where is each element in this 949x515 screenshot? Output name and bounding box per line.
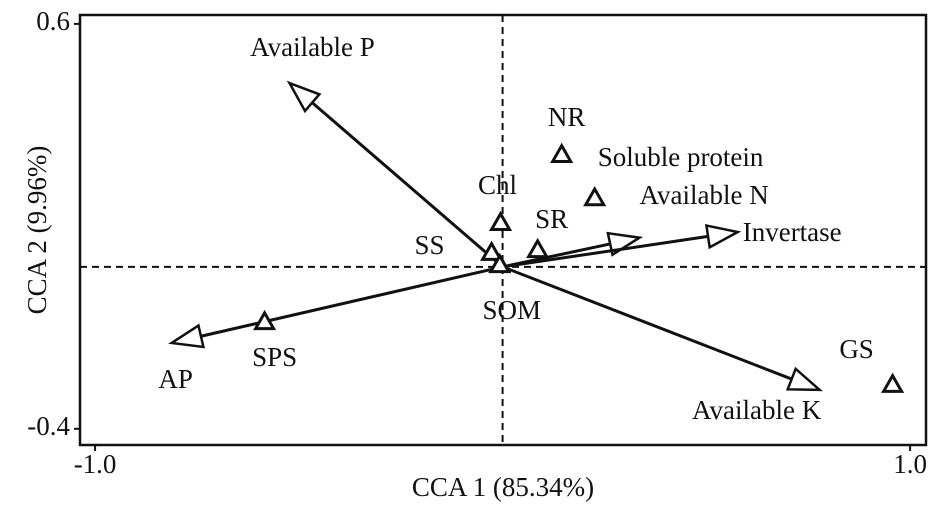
point <box>880 372 905 393</box>
arrow-shaft <box>502 234 709 269</box>
point-label: Chl <box>478 170 517 200</box>
arrow-head <box>168 323 206 349</box>
arrow-shaft <box>502 265 793 381</box>
x-axis-label: CCA 1 (85.34%) <box>412 472 594 502</box>
y-axis-label: CCA 2 (9.96%) <box>22 146 52 315</box>
y-tick-label: 0.6 <box>36 6 70 36</box>
arrow-label: Available K <box>692 395 822 425</box>
x-tick-label: -1.0 <box>74 449 117 479</box>
point-label: Soluble protein <box>598 142 764 172</box>
point <box>550 142 574 163</box>
arrow-shaft <box>200 265 503 338</box>
point-label: SPS <box>252 342 297 372</box>
point <box>526 237 550 259</box>
arrow-label: Available P <box>250 32 375 62</box>
point <box>583 185 607 207</box>
arrow-label: Available N <box>640 180 769 210</box>
point <box>480 240 504 261</box>
arrow-head <box>286 80 322 114</box>
y-tick-label: -0.4 <box>27 411 70 441</box>
x-tick-label: 1.0 <box>893 449 927 479</box>
point-label: NR <box>548 102 586 132</box>
point <box>253 309 277 331</box>
point-label: GS <box>839 334 874 364</box>
arrow-head <box>785 366 824 392</box>
point-label: SOM <box>482 295 541 325</box>
point-label: SR <box>535 204 568 234</box>
arrow-head <box>704 223 742 250</box>
arrow-shaft <box>311 101 504 268</box>
point-label: SS <box>415 230 445 260</box>
arrow-label: Invertase <box>743 217 842 247</box>
point <box>488 252 512 274</box>
arrow-label: AP <box>158 364 193 394</box>
point <box>488 210 513 231</box>
